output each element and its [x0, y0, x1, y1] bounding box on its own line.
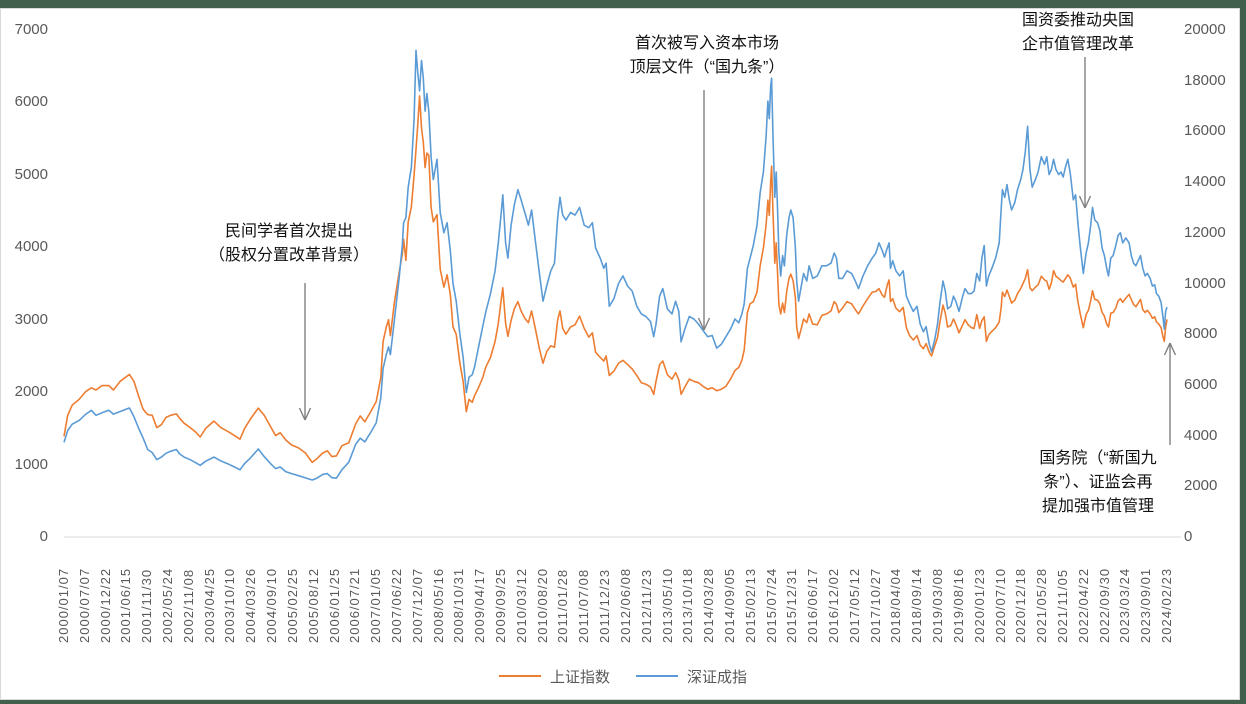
- x-tick-label: 2017/10/27: [867, 567, 883, 643]
- y-left-tick-label: 5000: [14, 165, 48, 183]
- y-left-tick-label: 4000: [14, 238, 48, 256]
- x-tick-label: 2021/05/28: [1034, 567, 1050, 643]
- x-tick-label: 2009/04/17: [472, 567, 488, 643]
- szse-line-swatch-icon: [636, 675, 678, 677]
- x-tick-label: 2017/05/12: [846, 567, 862, 643]
- y-right-tick-label: 8000: [1184, 325, 1218, 343]
- x-tick-label: 2009/09/25: [493, 567, 509, 643]
- x-tick-label: 2019/03/08: [930, 567, 946, 643]
- y-right-tick-label: 12000: [1184, 223, 1226, 241]
- x-tick-label: 2023/03/24: [1117, 567, 1133, 643]
- legend-item-szse: 深证成指: [636, 666, 747, 687]
- x-tick-label: 2012/06/08: [617, 567, 633, 643]
- x-tick-label: 2001/11/30: [139, 568, 155, 643]
- x-tick-label: 2011/07/08: [576, 568, 592, 643]
- x-tick-label: 2015/07/24: [763, 567, 779, 643]
- x-tick-label: 2014/09/05: [721, 567, 737, 643]
- sse-line-swatch-icon: [498, 675, 541, 677]
- x-tick-label: 2011/01/28: [555, 568, 571, 643]
- y-right-tick-label: 14000: [1184, 173, 1226, 191]
- x-tick-label: 2007/12/07: [409, 567, 425, 643]
- y-left-tick-label: 0: [39, 528, 48, 545]
- x-tick-label: 2018/04/04: [888, 567, 904, 643]
- legend-label-szse: 深证成指: [687, 668, 748, 686]
- y-right-tick-label: 10000: [1184, 274, 1226, 292]
- x-tick-label: 2010/03/12: [513, 567, 529, 643]
- annotation-first-written-into-top-level-policy: 首次被写入资本市场 顶层文件（“国九条”）: [629, 35, 785, 76]
- x-tick-label: 2013/05/10: [659, 567, 675, 643]
- legend-item-sse: 上证指数: [498, 666, 610, 687]
- y-right-tick-label: 0: [1184, 528, 1193, 545]
- x-tick-label: 2000/07/07: [76, 567, 92, 643]
- x-tick-label: 2005/08/12: [305, 567, 321, 643]
- y-left-tick-label: 3000: [14, 310, 48, 328]
- x-tick-label: 2010/08/20: [534, 567, 550, 643]
- y-right-tick-label: 4000: [1184, 426, 1218, 444]
- x-tick-label: 2022/04/22: [1075, 567, 1091, 643]
- x-tick-label: 2006/07/21: [347, 567, 363, 643]
- x-tick-label: 2014/03/28: [701, 567, 717, 643]
- x-tick-label: 2003/10/10: [222, 567, 238, 643]
- legend-label-sse: 上证指数: [549, 668, 610, 686]
- x-tick-label: 2012/11/23: [638, 568, 654, 643]
- x-tick-label: 2002/11/08: [180, 568, 196, 643]
- y-right-tick-label: 20000: [1184, 21, 1226, 38]
- x-tick-label: 2015/02/13: [742, 567, 758, 643]
- x-tick-label: 2020/12/18: [1013, 567, 1029, 643]
- y-right-tick-label: 6000: [1184, 375, 1218, 393]
- y-right-tick-label: 16000: [1184, 122, 1226, 140]
- x-tick-label: 2024/02/23: [1159, 567, 1174, 643]
- x-tick-label: 2021/11/05: [1054, 568, 1070, 643]
- x-tick-label: 2000/01/07: [56, 567, 71, 643]
- x-tick-label: 2006/01/25: [326, 567, 342, 643]
- x-tick-label: 2020/01/23: [971, 567, 987, 643]
- x-tick-label: 2018/09/14: [909, 567, 925, 643]
- x-tick-label: 2013/10/18: [680, 567, 696, 643]
- x-tick-label: 2008/05/16: [430, 567, 446, 643]
- x-tick-label: 2023/09/01: [1138, 567, 1154, 643]
- annotation-sasac-promotes-soe-reform: 国资委推动央国 企市值管理改革: [1021, 12, 1134, 53]
- x-tick-label: 2016/12/02: [826, 567, 842, 643]
- x-tick-label: 2011/12/23: [597, 568, 613, 643]
- x-tick-label: 2008/10/31: [451, 567, 467, 643]
- x-tick-label: 2019/08/16: [950, 567, 966, 643]
- x-tick-label: 2001/06/15: [118, 567, 134, 643]
- x-tick-label: 2016/06/17: [805, 567, 821, 643]
- annotation-state-council-new-guojiutiao: 国务院（“新国九 条”）、证监会再 提加强市值管理: [1039, 450, 1157, 515]
- y-left-tick-label: 7000: [14, 21, 48, 38]
- y-left-tick-label: 1000: [14, 455, 48, 473]
- annotation-scholars-first-proposed: 民间学者首次提出 （股权分置改革背景）: [208, 223, 369, 264]
- x-tick-label: 2004/03/26: [243, 567, 259, 643]
- x-tick-label: 2007/01/05: [368, 567, 384, 643]
- y-right-tick-label: 2000: [1184, 477, 1218, 495]
- x-tick-label: 2020/07/10: [992, 567, 1008, 643]
- x-tick-label: 2002/05/24: [160, 567, 176, 643]
- x-tick-label: 2015/12/31: [784, 567, 800, 643]
- x-tick-label: 2000/12/22: [97, 567, 113, 643]
- x-tick-label: 2022/09/30: [1096, 567, 1112, 643]
- x-tick-label: 2003/04/25: [201, 567, 217, 643]
- y-left-tick-label: 2000: [14, 383, 48, 401]
- x-tick-label: 2005/02/25: [284, 567, 300, 643]
- legend: 上证指数 深证成指: [0, 663, 1246, 689]
- y-right-tick-label: 18000: [1184, 71, 1226, 89]
- x-tick-label: 2007/06/22: [388, 567, 404, 643]
- y-left-tick-label: 6000: [14, 93, 48, 111]
- x-tick-label: 2004/09/10: [264, 567, 280, 643]
